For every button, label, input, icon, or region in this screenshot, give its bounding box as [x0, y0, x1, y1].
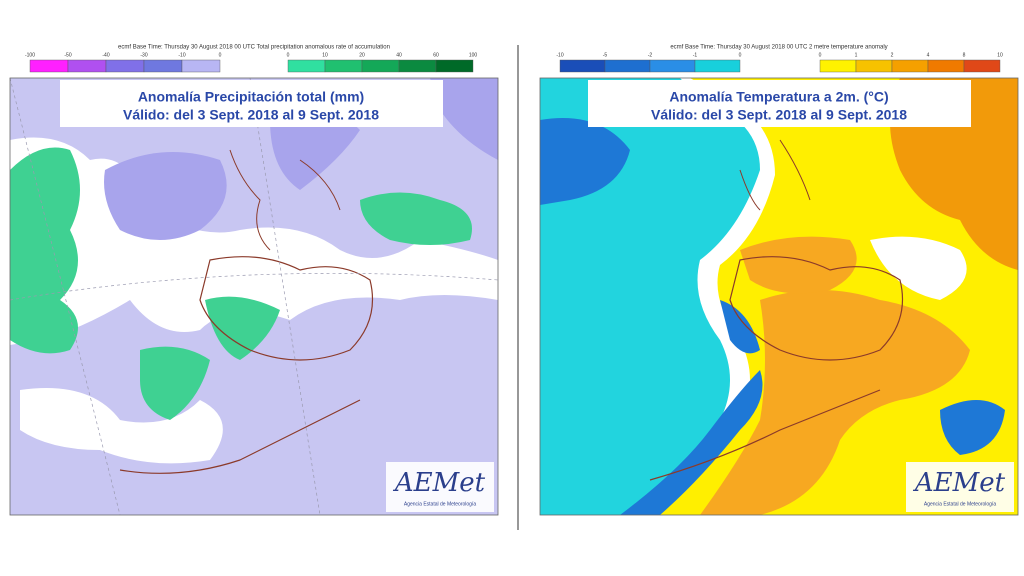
- legend-swatch: [819, 59, 857, 73]
- legend-label: 0: [287, 52, 290, 58]
- logo: AEMet: [913, 468, 1006, 498]
- logo-caption: Agencia Estatal de Meteorología: [924, 501, 996, 507]
- legend-swatch: [143, 59, 183, 73]
- legend-label: -100: [25, 52, 35, 58]
- legend-swatch: [963, 59, 1001, 73]
- header: ecmf Base Time: Thursday 30 August 2018 …: [670, 45, 887, 51]
- title-box: [588, 80, 971, 127]
- legend-swatch: [287, 59, 326, 73]
- legend-label: -10: [178, 52, 185, 58]
- legend-swatch: [67, 59, 107, 73]
- legend-label: 100: [469, 52, 478, 58]
- legend-swatch: [604, 59, 651, 73]
- map-border: [539, 77, 1019, 516]
- legend-label: 10: [322, 52, 328, 58]
- header: ecmf Base Time: Thursday 30 August 2018 …: [118, 45, 390, 51]
- legend-label: -30: [140, 52, 147, 58]
- legend-swatch: [29, 59, 69, 73]
- legend-label: -1: [693, 52, 698, 58]
- legend-label: -5: [603, 52, 608, 58]
- legend-swatch: [435, 59, 474, 73]
- legend-label: 1: [855, 52, 858, 58]
- legend-label: 20: [359, 52, 365, 58]
- title-box: [60, 80, 443, 127]
- legend-label: 0: [739, 52, 742, 58]
- logo-caption: Agencia Estatal de Meteorología: [404, 501, 476, 507]
- map-subtitle: Válido: del 3 Sept. 2018 al 9 Sept. 2018: [123, 107, 379, 123]
- logo-box: [386, 462, 494, 512]
- legend-swatch: [927, 59, 965, 73]
- legend-label: -50: [64, 52, 71, 58]
- legend-swatch: [105, 59, 145, 73]
- map-title: Anomalía Precipitación total (mm): [138, 89, 364, 105]
- legend-label: -2: [648, 52, 653, 58]
- legend-label: 2: [891, 52, 894, 58]
- legend-label: 4: [927, 52, 930, 58]
- precip-map: [9, 77, 499, 516]
- legend-label: 0: [219, 52, 222, 58]
- map-border: [9, 77, 499, 516]
- legend-swatch: [694, 59, 741, 73]
- legend-label: 0: [819, 52, 822, 58]
- legend-swatch: [855, 59, 893, 73]
- legend-label: 60: [433, 52, 439, 58]
- legend-label: 10: [997, 52, 1003, 58]
- legend-label: -10: [556, 52, 563, 58]
- legend-swatch: [324, 59, 363, 73]
- map-title: Anomalía Temperatura a 2m. (°C): [669, 89, 888, 105]
- legend-swatch: [181, 59, 221, 73]
- logo-box: [906, 462, 1014, 512]
- legend-label: -40: [102, 52, 109, 58]
- legend-label: 40: [396, 52, 402, 58]
- legend-swatch: [891, 59, 929, 73]
- logo: AEMet: [393, 468, 486, 498]
- map-subtitle: Válido: del 3 Sept. 2018 al 9 Sept. 2018: [651, 107, 907, 123]
- legend-swatch: [398, 59, 437, 73]
- legend-swatch: [649, 59, 696, 73]
- temperature-map: [540, 78, 1018, 515]
- legend-label: 8: [963, 52, 966, 58]
- legend-swatch: [559, 59, 606, 73]
- legend-swatch: [361, 59, 400, 73]
